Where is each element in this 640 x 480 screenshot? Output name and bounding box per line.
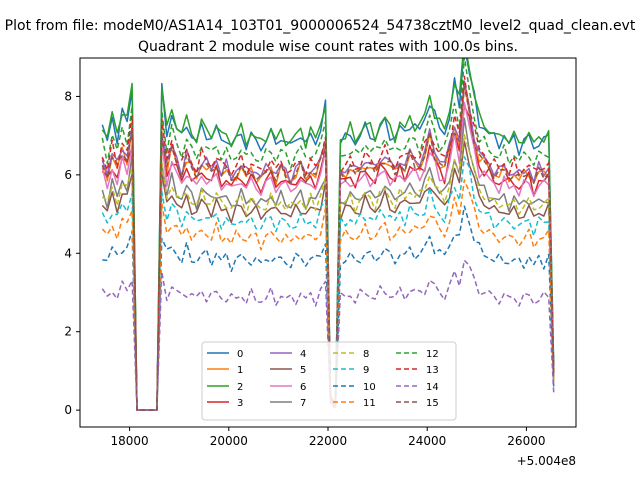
legend-label-0: 0 <box>237 349 243 360</box>
x-tick-label: 26000 <box>507 434 545 448</box>
x-offset-label: +5.004e8 <box>517 454 576 468</box>
legend-label-6: 6 <box>300 382 306 393</box>
legend-label-14: 14 <box>426 382 439 393</box>
x-tick-label: 20000 <box>210 434 248 448</box>
legend-label-8: 8 <box>363 349 369 360</box>
legend-label-7: 7 <box>300 398 306 409</box>
series-line-9 <box>101 156 555 411</box>
legend-label-3: 3 <box>237 398 243 409</box>
y-tick-label: 6 <box>64 168 72 182</box>
legend-label-15: 15 <box>426 398 439 409</box>
y-tick-label: 0 <box>64 403 72 417</box>
x-tick-label: 18000 <box>111 434 149 448</box>
x-axis: 18000 20000 22000 24000 26000 <box>111 427 545 448</box>
legend-label-4: 4 <box>300 349 306 360</box>
legend-label-9: 9 <box>363 365 369 376</box>
legend-label-1: 1 <box>237 365 243 376</box>
x-tick-label: 24000 <box>408 434 446 448</box>
series-line-11 <box>101 179 555 411</box>
legend-label-12: 12 <box>426 349 439 360</box>
y-tick-label: 2 <box>64 325 72 339</box>
legend-frame <box>201 341 457 421</box>
legend-label-11: 11 <box>363 398 376 409</box>
chart-suptitle: Plot from file: modeM0/AS1A14_103T01_900… <box>5 18 636 34</box>
legend-label-2: 2 <box>237 382 243 393</box>
legend-label-5: 5 <box>300 365 306 376</box>
y-axis: 0 2 4 6 8 <box>64 89 80 417</box>
series-line-15 <box>101 86 555 411</box>
legend-label-10: 10 <box>363 382 376 393</box>
x-tick-label: 22000 <box>309 434 347 448</box>
y-tick-label: 8 <box>64 89 72 103</box>
legend-label-13: 13 <box>426 365 439 376</box>
chart-title: Quadrant 2 module wise count rates with … <box>138 39 518 55</box>
y-tick-label: 4 <box>64 246 72 260</box>
